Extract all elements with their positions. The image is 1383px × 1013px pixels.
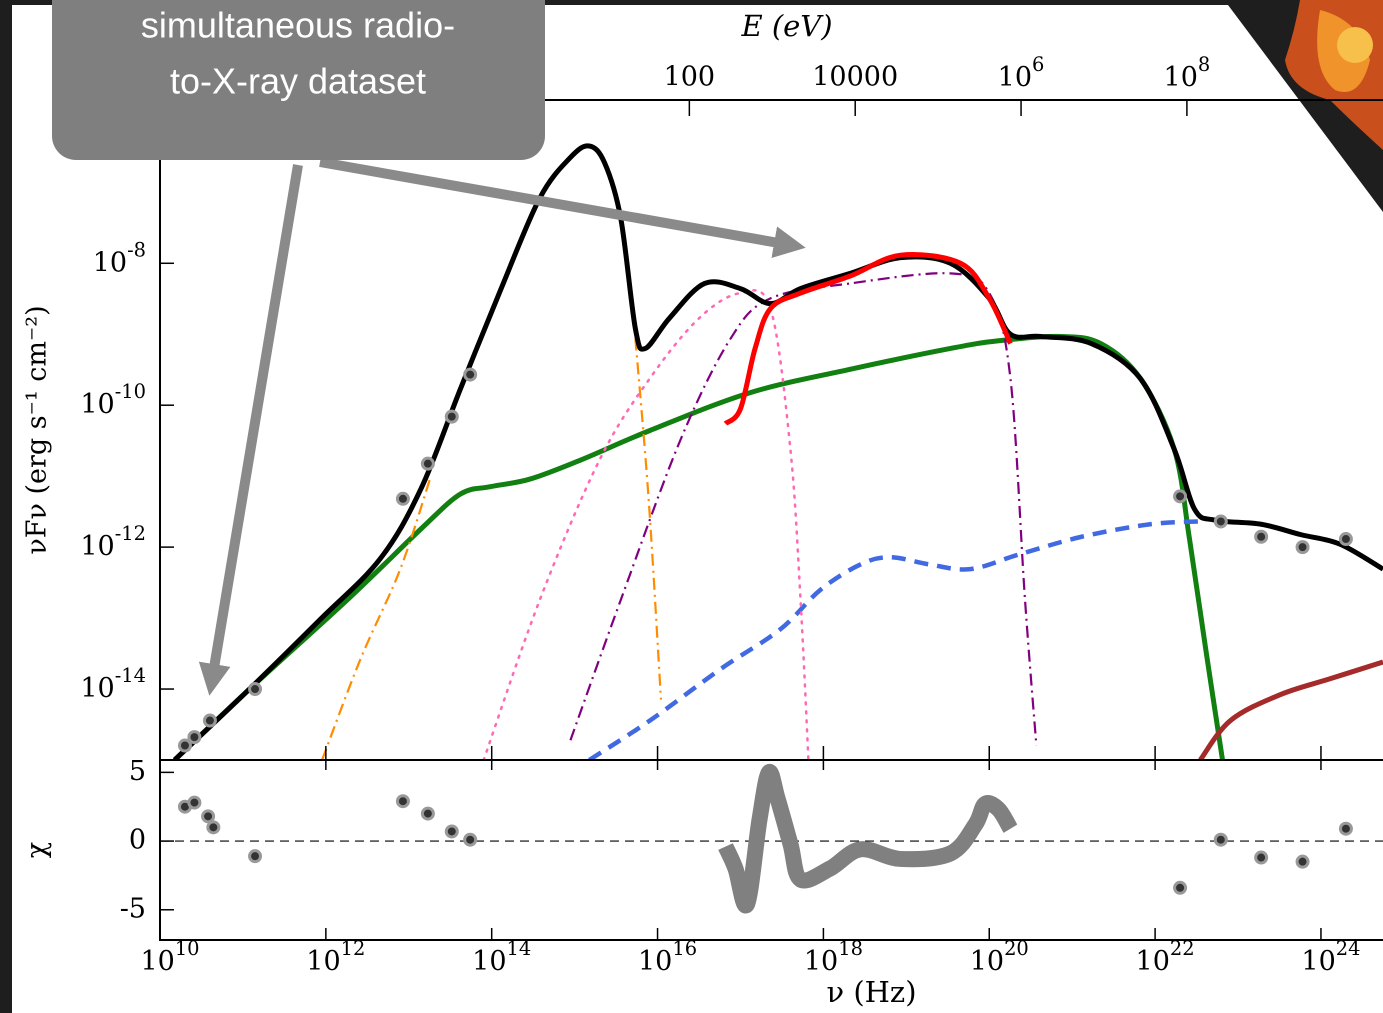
model-curve <box>569 272 1038 746</box>
data-point <box>187 795 202 810</box>
data-point <box>1173 880 1188 895</box>
model-curve <box>723 252 1013 426</box>
model-curve <box>482 289 810 760</box>
data-point <box>463 367 478 382</box>
data-point <box>1338 532 1353 547</box>
x-tick-label: 1016 <box>638 937 697 977</box>
y-axis-label: χ <box>22 842 53 858</box>
model-curve <box>588 519 1201 760</box>
plot-frame <box>159 759 1383 941</box>
x-axis-label: ν (Hz) <box>826 975 916 1009</box>
model-curve <box>1198 659 1383 760</box>
y-tick-label: 0 <box>129 825 146 856</box>
x2-tick-label: 100 <box>664 62 716 93</box>
series-layer <box>172 143 1383 760</box>
data-point <box>1295 854 1310 869</box>
x2-tick-label: 108 <box>1164 53 1211 93</box>
x-tick-label: 1024 <box>1301 937 1360 977</box>
data-point <box>420 806 435 821</box>
data-point <box>202 713 217 728</box>
x2-tick-label: 106 <box>998 53 1045 93</box>
callout-overlay: simultaneous radio- to-X-ray dataset <box>52 0 806 696</box>
data-point <box>248 682 263 697</box>
y-tick-label: 10-10 <box>80 380 146 420</box>
residual-band <box>718 764 1018 914</box>
y-tick-label: 10-12 <box>80 522 146 562</box>
data-point <box>444 824 459 839</box>
data-point <box>1254 850 1269 865</box>
data-point <box>1338 821 1353 836</box>
callout-text: to-X-ray dataset <box>170 61 426 102</box>
data-point <box>1295 540 1310 555</box>
data-point <box>248 849 263 864</box>
data-point <box>463 832 478 847</box>
data-point <box>1254 529 1269 544</box>
arrow <box>319 157 806 258</box>
data-point <box>177 738 192 753</box>
x-tick-label: 1012 <box>306 937 365 977</box>
callout-box <box>52 0 545 160</box>
data-point <box>395 491 410 506</box>
y-tick-label: 5 <box>129 756 146 787</box>
data-point <box>444 409 459 424</box>
x-tick-label: 1022 <box>1136 937 1195 977</box>
data-point <box>187 730 202 745</box>
callout-text: simultaneous radio- <box>141 5 455 46</box>
flame-decoration <box>1285 0 1383 150</box>
data-point <box>1173 489 1188 504</box>
series-layer <box>177 764 1353 914</box>
model-curve <box>321 338 663 760</box>
x2-axis-label: E (eV) <box>740 9 832 43</box>
data-point <box>395 794 410 809</box>
data-point <box>1213 514 1228 529</box>
x-tick-label: 1014 <box>472 937 531 977</box>
y-axis-label: νFν (erg s⁻¹ cm⁻²) <box>22 305 53 554</box>
y-tick-label: 10-8 <box>93 238 146 278</box>
arrow <box>198 164 303 696</box>
data-point <box>1213 832 1228 847</box>
x-tick-label: 1018 <box>804 937 863 977</box>
data-point <box>206 820 221 835</box>
x2-tick-label: 10000 <box>812 62 898 93</box>
y-tick-label: 10-14 <box>80 664 146 704</box>
data-point <box>201 809 216 824</box>
x-tick-label: 1010 <box>140 937 199 977</box>
y-tick-label: -5 <box>120 893 146 924</box>
x-tick-label: 1020 <box>970 937 1029 977</box>
plot: 10-8 10-10 10-12 10-14 100 10000 106 108 νFν (er… <box>22 9 1383 1009</box>
data-point <box>420 456 435 471</box>
